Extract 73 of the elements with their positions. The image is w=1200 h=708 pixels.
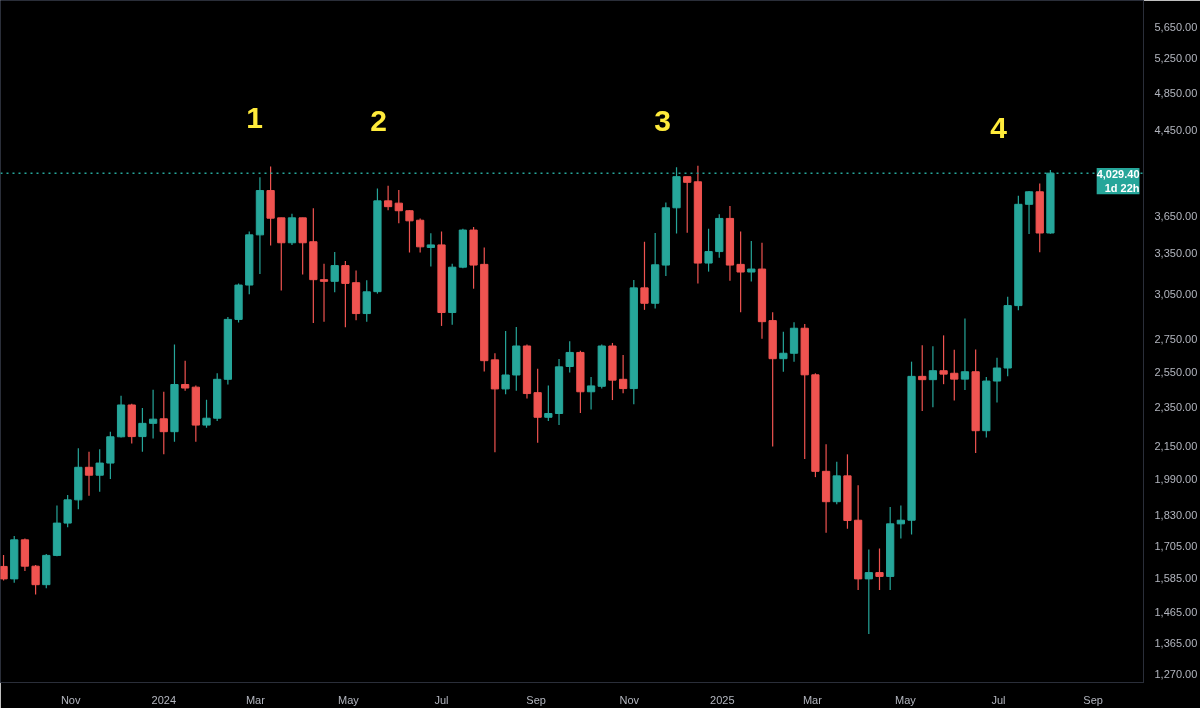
x-tick-label: Nov xyxy=(60,693,81,706)
candlestick xyxy=(939,334,948,385)
y-tick-label: 1,365.00 xyxy=(1154,636,1198,649)
candlestick xyxy=(779,331,788,373)
candlestick xyxy=(586,376,596,411)
candlestick xyxy=(95,448,104,493)
candlestick xyxy=(31,564,40,596)
candlestick xyxy=(875,547,884,591)
x-tick-label: Mar xyxy=(245,693,266,706)
candlestick xyxy=(918,344,927,412)
y-tick-label: 2,550.00 xyxy=(1154,365,1198,378)
candlestick xyxy=(181,360,190,392)
candlestick xyxy=(1024,190,1034,235)
candlestick xyxy=(640,241,649,311)
annotation: 1 xyxy=(246,100,263,134)
y-tick-label: 3,350.00 xyxy=(1154,247,1198,260)
y-tick-label: 5,650.00 xyxy=(1154,20,1198,33)
x-tick-label: Jul xyxy=(991,693,1006,706)
candlestick xyxy=(63,494,72,528)
candlestick xyxy=(138,407,147,453)
candlestick xyxy=(683,176,692,234)
candlestick xyxy=(319,263,329,323)
candlestick xyxy=(928,345,938,408)
candlestick xyxy=(864,548,873,635)
candlestick xyxy=(330,251,339,293)
candlestick xyxy=(341,260,350,328)
annotation: 4 xyxy=(990,110,1008,144)
y-tick-label: 5,250.00 xyxy=(1154,52,1198,65)
annotation: 3 xyxy=(654,103,671,137)
candlestick xyxy=(202,399,211,429)
candlestick xyxy=(84,451,94,497)
candlestick xyxy=(383,185,393,211)
candlestick xyxy=(747,240,756,283)
candlestick xyxy=(148,389,158,440)
candlestick xyxy=(405,209,414,254)
y-tick-label: 3,650.00 xyxy=(1154,210,1198,223)
x-tick-label: May xyxy=(338,693,360,706)
y-tick-label: 1,465.00 xyxy=(1154,605,1198,618)
candlestick xyxy=(950,349,959,402)
y-tick-label: 1,585.00 xyxy=(1154,571,1198,584)
candlestick xyxy=(704,228,713,273)
candlestick xyxy=(426,232,435,267)
candlestick xyxy=(565,340,574,374)
candlestick xyxy=(362,279,371,323)
y-tick-label: 1,990.00 xyxy=(1154,473,1198,486)
ref-line-label: 4,029.40 1d 22h xyxy=(1096,167,1140,195)
y-tick-label: 2,750.00 xyxy=(1154,332,1198,345)
x-tick-label: Sep xyxy=(1083,693,1103,706)
candlestick xyxy=(0,554,8,582)
candlestick xyxy=(544,384,553,422)
y-tick-label: 4,450.00 xyxy=(1154,124,1198,137)
x-tick-label: 2025 xyxy=(710,693,735,706)
y-tick-label: 1,830.00 xyxy=(1154,509,1198,522)
candlestick xyxy=(159,391,168,455)
y-tick-label: 2,150.00 xyxy=(1154,439,1198,452)
x-tick-label: 2024 xyxy=(151,693,177,706)
candlestick xyxy=(501,330,510,395)
y-tick-label: 1,270.00 xyxy=(1154,667,1198,680)
candlestick xyxy=(960,317,970,391)
y-tick-label: 3,050.00 xyxy=(1154,287,1198,300)
candlestick xyxy=(992,357,1002,404)
x-tick-label: Nov xyxy=(619,693,640,706)
candlestick xyxy=(618,354,628,394)
y-tick-label: 1,705.00 xyxy=(1154,540,1198,553)
annotation: 2 xyxy=(370,103,387,137)
y-tick-label: 2,350.00 xyxy=(1154,401,1198,413)
x-tick-label: Mar xyxy=(802,693,823,706)
x-tick-label: May xyxy=(895,693,917,706)
x-tick-label: Jul xyxy=(434,693,449,706)
x-tick-label: Sep xyxy=(526,693,546,706)
y-tick-label: 4,850.00 xyxy=(1154,86,1198,99)
candlestick xyxy=(394,189,403,224)
candlestick xyxy=(736,230,745,313)
